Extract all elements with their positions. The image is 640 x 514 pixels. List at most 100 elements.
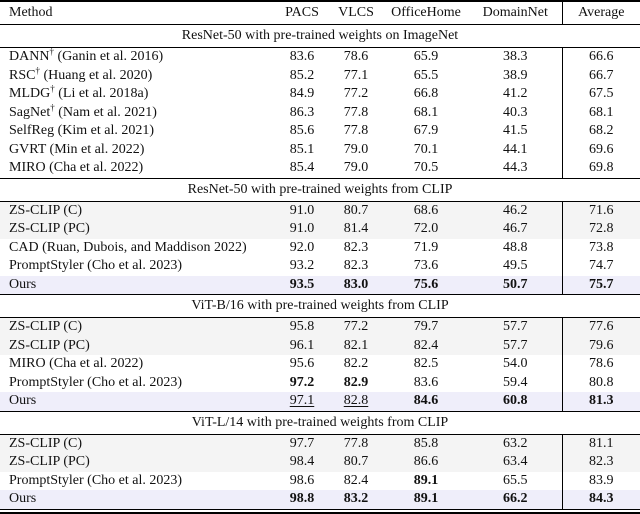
method-name: DANN <box>9 49 50 64</box>
metric-cell: 38.3 <box>503 49 528 64</box>
header-row: Method PACS VLCS OfficeHome DomainNet Av… <box>0 2 640 25</box>
method-citation: (Cho et al. 2023) <box>83 472 183 488</box>
metric-cell: 85.8 <box>383 434 469 453</box>
method-name: CAD <box>9 239 39 255</box>
metric-cell: 83.2 <box>329 490 383 510</box>
metric-cell: 68.1 <box>561 103 640 122</box>
metric-cell: 97.1 <box>275 392 329 411</box>
metric-cell: 60.8 <box>469 392 562 411</box>
method-cell: MIRO (Cha et al. 2022) <box>0 355 275 374</box>
method-cell: GVRT (Min et al. 2022) <box>0 141 275 160</box>
section-header-row: ResNet-50 with pre-trained weights from … <box>0 177 640 202</box>
dagger-icon: † <box>35 66 40 75</box>
metric-cell: 98.8 <box>275 490 329 510</box>
method-cell: ZS-CLIP (PC) <box>0 220 275 239</box>
metric-cell: 66.8 <box>413 86 439 101</box>
metric-cell: 75.7 <box>561 275 640 295</box>
metric-cell: 68.1 <box>413 104 439 120</box>
metric-cell: 57.7 <box>469 336 562 355</box>
metric-cell: 41.2 <box>503 86 528 101</box>
metric-cell: 54.0 <box>503 356 528 371</box>
table-row: PromptStyler (Cho et al. 2023) 93.2 82.3 73… <box>0 257 640 276</box>
metric-cell: 77.2 <box>343 86 369 101</box>
method-cell: MIRO (Cha et al. 2022) <box>0 159 275 178</box>
method-name: ZS-CLIP (C) <box>9 435 82 451</box>
method-citation: (Cho et al. 2023) <box>83 258 183 273</box>
dagger-icon: † <box>50 85 55 94</box>
metric-cell: 84.3 <box>561 490 640 510</box>
table-row: ZS-CLIP (C) 95.8 77.2 79.7 57.7 77.6 <box>0 317 640 337</box>
method-cell: RSC† (Huang et al. 2020) <box>0 67 275 86</box>
method-cell: PromptStyler (Cho et al. 2023) <box>0 257 275 276</box>
metric-cell: 82.4 <box>383 336 469 355</box>
metric-cell: 46.2 <box>469 201 562 220</box>
metric-cell: 85.2 <box>289 67 315 83</box>
metric-cell: 81.4 <box>329 220 383 239</box>
metric-cell: 82.3 <box>561 453 640 472</box>
metric-cell: 57.7 <box>469 317 562 337</box>
metric-cell: 79.0 <box>343 141 369 157</box>
metric-cell: 82.1 <box>329 336 383 355</box>
table-row: PromptStyler (Cho et al. 2023) 97.2 82.9 83… <box>0 373 640 392</box>
metric-cell: 71.9 <box>413 239 439 255</box>
metric-cell: 44.3 <box>503 160 528 175</box>
metric-cell: 44.1 <box>503 141 528 157</box>
metric-cell: 77.2 <box>329 317 383 337</box>
metric-cell: 75.6 <box>383 275 469 295</box>
column-header-domainnet: DomainNet <box>469 2 562 25</box>
table-row: ZS-CLIP (PC) 91.0 81.4 72.0 46.7 72.8 <box>0 220 640 239</box>
method-cell: DANN† (Ganin et al. 2016) <box>0 48 275 67</box>
metric-cell: 79.7 <box>383 317 469 337</box>
method-name: ZS-CLIP (PC) <box>9 337 90 353</box>
table-row: ZS-CLIP (PC) 98.4 80.7 86.6 63.4 82.3 <box>0 453 640 472</box>
metric-cell: 82.4 <box>343 472 369 488</box>
method-name: MIRO <box>9 160 46 175</box>
metric-cell: 85.1 <box>289 141 315 157</box>
metric-cell: 80.7 <box>329 453 383 472</box>
dagger-icon: † <box>50 103 55 112</box>
metric-cell: 89.1 <box>413 472 439 488</box>
method-name: GVRT <box>9 141 47 157</box>
method-cell: CAD (Ruan, Dubois, and Maddison 2022) <box>0 239 275 258</box>
section-title: ResNet-50 with pre-trained weights from … <box>0 177 640 202</box>
metric-cell: 40.3 <box>503 104 528 120</box>
metric-cell: 77.8 <box>343 104 369 120</box>
metric-cell: 82.3 <box>343 258 369 273</box>
column-header-officehome: OfficeHome <box>383 2 469 25</box>
method-citation: (Ruan, Dubois, and Maddison 2022) <box>38 239 247 255</box>
metric-cell: 80.7 <box>329 201 383 220</box>
metric-cell: 73.6 <box>413 258 439 273</box>
method-cell: SagNet† (Nam et al. 2021) <box>0 104 275 123</box>
method-name: ZS-CLIP (C) <box>9 319 82 334</box>
metric-cell: 82.2 <box>343 356 369 371</box>
method-name: ZS-CLIP (C) <box>9 202 82 218</box>
method-name: PromptStyler <box>9 472 84 488</box>
table-row: MIRO (Cha et al. 2022) 85.4 79.0 70.5 44.3 69… <box>0 159 640 178</box>
metric-cell: 59.4 <box>503 374 528 390</box>
method-cell: ZS-CLIP (C) <box>0 201 275 220</box>
method-name: RSC <box>9 67 36 83</box>
metric-cell: 65.5 <box>503 472 528 488</box>
metric-cell: 63.2 <box>469 434 562 453</box>
metric-cell: 67.9 <box>413 123 439 138</box>
method-citation: (Ganin et al. 2016) <box>53 49 164 64</box>
method-cell: ZS-CLIP (C) <box>0 317 275 337</box>
method-cell: Ours <box>0 392 275 411</box>
table-row: ZS-CLIP (C) 97.7 77.8 85.8 63.2 81.1 <box>0 434 640 453</box>
metric-cell: 69.6 <box>561 140 640 159</box>
method-cell: PromptStyler (Cho et al. 2023) <box>0 472 275 491</box>
method-name: MLDG <box>9 86 51 101</box>
method-name: Ours <box>9 491 37 506</box>
table-row: ZS-CLIP (C) 91.0 80.7 68.6 46.2 71.6 <box>0 201 640 220</box>
metric-cell: 97.7 <box>275 434 329 453</box>
table-row: DANN† (Ganin et al. 2016) 83.6 78.6 65.9 38.… <box>0 47 640 67</box>
metric-cell: 66.6 <box>561 47 640 67</box>
section-title: ResNet-50 with pre-trained weights on Im… <box>0 24 640 48</box>
metric-cell: 72.0 <box>383 220 469 239</box>
metric-cell: 91.0 <box>275 201 329 220</box>
metric-cell: 85.6 <box>289 123 315 138</box>
method-name: ZS-CLIP (PC) <box>9 221 90 236</box>
table-row: Ours 93.5 83.0 75.6 50.7 75.7 <box>0 275 640 295</box>
metric-cell: 71.6 <box>561 201 640 220</box>
table-row: RSC† (Huang et al. 2020) 85.2 77.1 65.5 38.9… <box>0 66 640 86</box>
